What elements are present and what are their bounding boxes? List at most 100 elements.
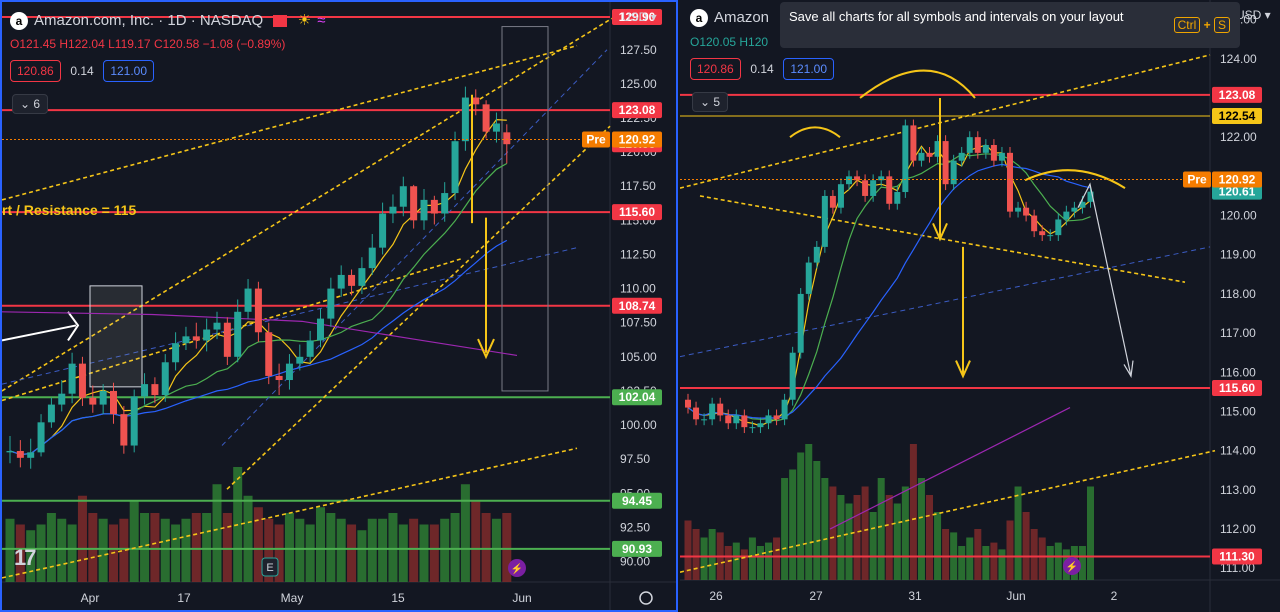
left-currency-selector[interactable]: USD ▾: [622, 10, 657, 24]
right-candle: [998, 152, 1005, 161]
sun-icon: ☀: [297, 12, 312, 29]
left-volume-bar: [202, 513, 212, 582]
left-volume-bar: [77, 495, 87, 582]
right-level-tag-text-0: 123.08: [1219, 88, 1256, 102]
left-ma-purple: [2, 311, 518, 357]
left-level-tag-text-3: 115.60: [619, 205, 655, 219]
right-volume-bar: [861, 486, 869, 580]
left-volume-bar: [316, 507, 325, 582]
left-time-tick-0: Apr: [81, 591, 100, 605]
right-time-tick-1: 27: [809, 589, 823, 603]
left-volume-bar: [295, 518, 305, 582]
left-level-tag-text-1: 123.08: [619, 103, 656, 117]
right-ohlc-values: O120.05 H120: [690, 35, 769, 49]
left-level-tag-1: [612, 102, 662, 119]
left-channel-bottom: [226, 125, 611, 490]
right-candle: [741, 415, 748, 428]
right-price-tick-14: 111.00: [1220, 561, 1255, 575]
left-candle: [358, 268, 366, 286]
left-candle: [58, 393, 66, 405]
right-candle: [990, 145, 997, 161]
right-chart-canvas[interactable]: 125.00124.00123.00122.00121.00120.00119.…: [680, 0, 1280, 612]
left-volume-bar: [222, 513, 232, 582]
right-chart-pane[interactable]: 125.00124.00123.00122.00121.00120.00119.…: [680, 0, 1280, 612]
right-volume-bar: [966, 537, 974, 580]
right-candle: [765, 415, 772, 424]
left-trade-panel: 120.86 0.14 121.00: [10, 60, 160, 82]
right-candle: [870, 180, 877, 196]
sell-button[interactable]: 120.86: [690, 58, 741, 80]
right-projection-arrow-head: [1123, 360, 1134, 379]
buy-button[interactable]: 121.00: [783, 58, 835, 80]
left-level-tag-text-6: 94.45: [622, 494, 652, 508]
right-ma-blue: [687, 163, 1091, 419]
right-neckline: [699, 195, 1186, 283]
market-closed-flag-icon: [273, 15, 288, 28]
left-candle: [410, 186, 418, 221]
left-candle: [399, 186, 407, 207]
left-candle: [244, 288, 252, 312]
right-candle: [1063, 211, 1070, 220]
right-candle: [805, 262, 812, 294]
earnings-marker-text: E: [266, 562, 273, 574]
right-candle: [733, 415, 740, 424]
left-range-box: [89, 285, 143, 388]
right-trade-panel: 120.86 0.14 121.00: [690, 58, 840, 80]
right-volume-bar: [837, 495, 845, 580]
support-resistance-annotation: rt / Resistance = 115: [2, 202, 137, 218]
right-volume-bar: [1078, 546, 1086, 580]
left-price-tick-11: 100.00: [620, 418, 657, 432]
right-price-tick-10: 115.00: [1220, 404, 1256, 418]
right-candle: [749, 427, 756, 429]
right-volume-bar: [917, 478, 925, 580]
right-currency-selector[interactable]: USD ▾: [1236, 8, 1271, 22]
left-price-tick-7: 110.00: [620, 282, 656, 296]
right-candle: [934, 141, 941, 157]
left-candle: [37, 422, 45, 453]
left-candle: [503, 132, 511, 145]
buy-button[interactable]: 121.00: [103, 60, 155, 82]
left-candle: [337, 274, 345, 289]
right-indicators-toggle[interactable]: ⌄ 5: [692, 92, 729, 112]
left-symbol-header[interactable]: a Amazon.com, Inc. · 1D · NASDAQ ☀ ≈: [10, 11, 325, 31]
left-time-tick-3: 15: [391, 591, 405, 605]
right-volume-bar: [982, 546, 990, 580]
right-volume-bar: [934, 512, 942, 580]
right-price-tick-13: 112.00: [1220, 522, 1256, 536]
right-level-tag-1: [1212, 108, 1262, 124]
right-symbol-header[interactable]: a Amazon: [690, 9, 769, 28]
left-volume-bar: [98, 518, 108, 582]
right-time-tick-2: 31: [908, 589, 922, 603]
left-chart-canvas[interactable]: 127.50125.00122.50120.00117.50115.00112.…: [2, 2, 678, 610]
right-candle: [958, 152, 965, 161]
high-value: H122.04: [59, 37, 105, 51]
left-candle: [6, 450, 14, 453]
left-chart-pane[interactable]: 127.50125.00122.50120.00117.50115.00112.…: [0, 0, 678, 612]
left-volume-bar: [15, 524, 25, 582]
left-indicators-toggle[interactable]: ⌄ 6: [12, 94, 49, 114]
left-volume-bar: [409, 518, 419, 582]
left-level-tag-text-0: 129.90: [619, 10, 656, 24]
left-volume-bar: [171, 524, 181, 582]
left-channel-top: [2, 17, 613, 392]
left-volume-bar: [181, 518, 191, 582]
left-level-tag-6: [612, 492, 662, 509]
shortcut-plus: +: [1203, 18, 1211, 32]
left-level-tag-5: [612, 389, 662, 406]
right-volume-bar: [813, 461, 821, 580]
right-candle: [982, 145, 989, 153]
sell-button[interactable]: 120.86: [10, 60, 61, 82]
right-pre-value-text: 120.92: [1219, 172, 1256, 186]
left-volume-bar: [88, 513, 98, 582]
chevron-down-icon: ⌄: [20, 97, 34, 111]
chevron-down-icon: ⌄: [700, 95, 714, 109]
left-price-tick-4: 117.50: [620, 179, 656, 193]
left-candle: [275, 375, 283, 381]
left-price-tick-1: 125.00: [620, 77, 657, 91]
left-volume-bar: [450, 513, 460, 582]
tradingview-logo-icon[interactable]: 17: [14, 545, 37, 570]
right-price-tick-6: 119.00: [1220, 248, 1256, 262]
right-volume-bar: [845, 503, 853, 580]
right-volume-bar: [1054, 542, 1062, 580]
left-volume-bar: [357, 530, 367, 582]
